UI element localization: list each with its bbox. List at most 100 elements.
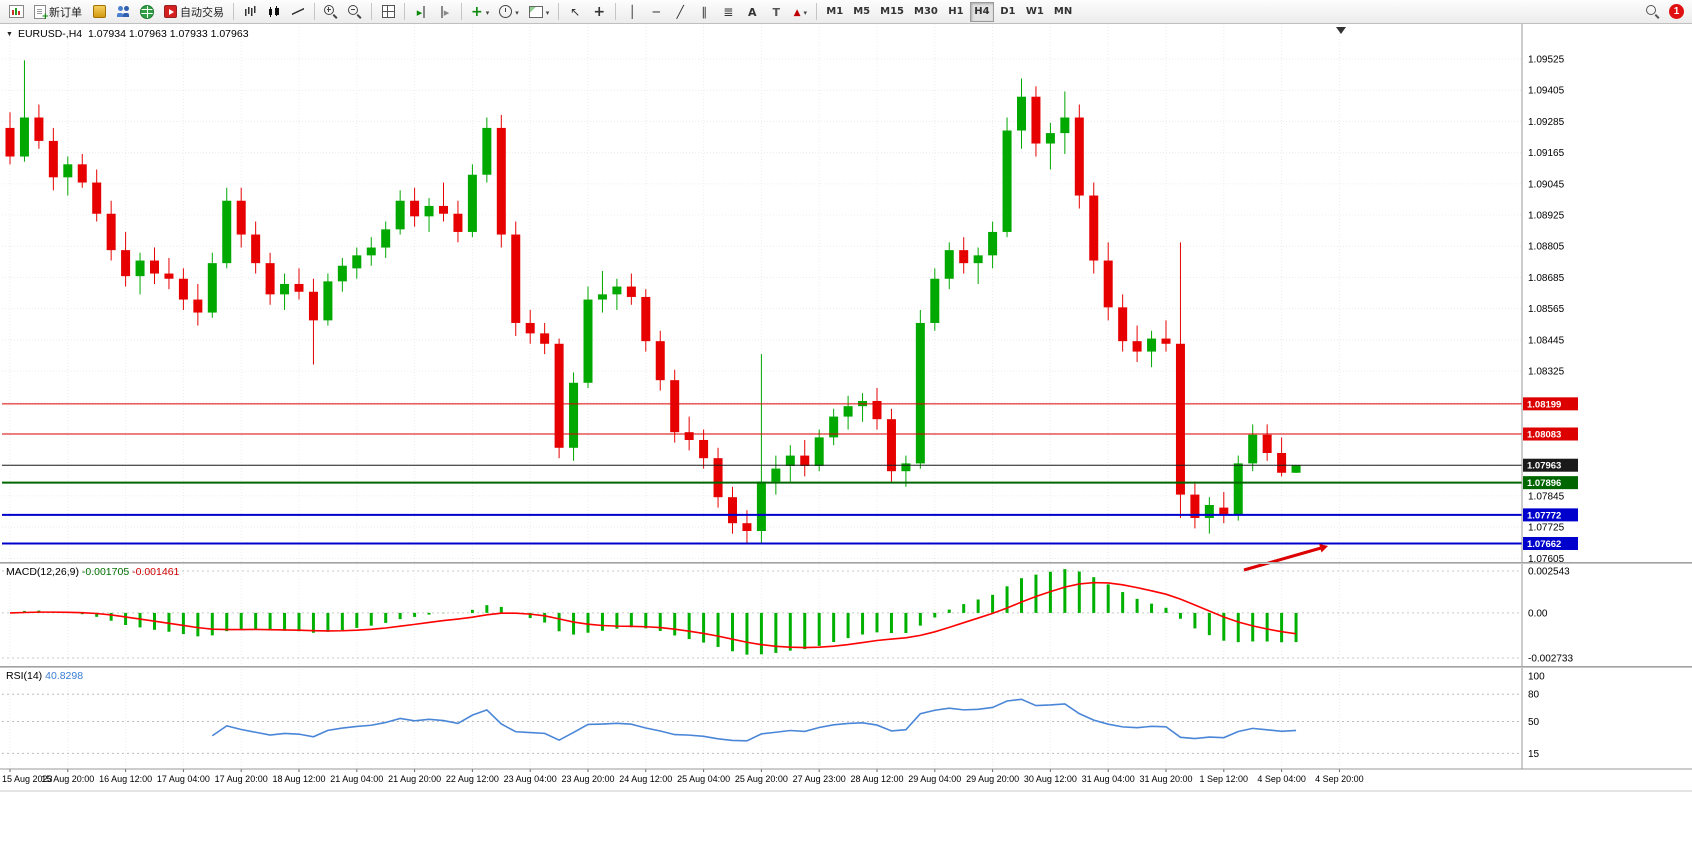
channel-button[interactable] bbox=[693, 2, 715, 22]
svg-text:27 Aug 23:00: 27 Aug 23:00 bbox=[793, 774, 846, 784]
svg-text:50: 50 bbox=[1528, 717, 1540, 728]
chart-bars-button[interactable] bbox=[239, 2, 261, 22]
dropdown-caret-icon bbox=[546, 5, 550, 18]
svg-text:1.07963: 1.07963 bbox=[1527, 461, 1561, 472]
timeframe-d1-button[interactable]: D1 bbox=[996, 2, 1020, 22]
svg-text:1.09165: 1.09165 bbox=[1528, 148, 1565, 159]
chart-shift-icon bbox=[440, 5, 450, 18]
zoom-out-button[interactable] bbox=[344, 2, 366, 22]
search-icon bbox=[1646, 4, 1660, 19]
svg-text:15 Aug 20:00: 15 Aug 20:00 bbox=[41, 774, 94, 784]
search-button[interactable] bbox=[1642, 2, 1664, 22]
svg-text:0.00: 0.00 bbox=[1528, 608, 1548, 619]
arrows-tool-button[interactable] bbox=[789, 2, 811, 22]
hlines-layer bbox=[2, 403, 1522, 545]
timeframe-w1-button[interactable]: W1 bbox=[1022, 2, 1048, 22]
timeframe-m1-button[interactable]: M1 bbox=[822, 2, 847, 22]
crosshair-button[interactable] bbox=[588, 2, 610, 22]
svg-text:17 Aug 20:00: 17 Aug 20:00 bbox=[215, 774, 268, 784]
timeframe-m5-button[interactable]: M5 bbox=[849, 2, 874, 22]
svg-text:15 Aug 2023: 15 Aug 2023 bbox=[2, 774, 53, 784]
macd-signal-value: -0.001461 bbox=[132, 566, 180, 578]
vertical-line-button[interactable] bbox=[621, 2, 643, 22]
timeframe-mn-button[interactable]: MN bbox=[1050, 2, 1076, 22]
toolbar-separator bbox=[558, 3, 560, 20]
new-chart-button[interactable] bbox=[5, 2, 28, 22]
market-watch-icon bbox=[92, 5, 106, 18]
chart-shift-button[interactable] bbox=[434, 2, 456, 22]
notification-badge[interactable]: 1 bbox=[1669, 4, 1684, 19]
web-button[interactable] bbox=[136, 2, 158, 22]
svg-text:4 Sep 20:00: 4 Sep 20:00 bbox=[1315, 774, 1364, 784]
svg-text:29 Aug 04:00: 29 Aug 04:00 bbox=[908, 774, 961, 784]
svg-text:1.07845: 1.07845 bbox=[1528, 491, 1565, 502]
community-button[interactable] bbox=[112, 2, 134, 22]
timeframe-h1-button[interactable]: H1 bbox=[944, 2, 968, 22]
dropdown-caret-icon bbox=[803, 5, 807, 18]
candlestick-icon bbox=[268, 5, 280, 18]
zoom-out-icon bbox=[348, 4, 362, 19]
toolbar-separator bbox=[615, 3, 617, 20]
auto-scroll-icon bbox=[417, 5, 426, 18]
zoom-in-button[interactable] bbox=[320, 2, 342, 22]
pane-separator-rsi[interactable] bbox=[0, 666, 1692, 668]
svg-text:1.08565: 1.08565 bbox=[1528, 304, 1565, 315]
svg-text:1.09525: 1.09525 bbox=[1528, 55, 1565, 66]
chart-candles-button[interactable] bbox=[263, 2, 285, 22]
cursor-button[interactable] bbox=[564, 2, 586, 22]
candles-layer bbox=[5, 60, 1301, 545]
horizontal-line-button[interactable] bbox=[645, 2, 667, 22]
timeframe-m15-button[interactable]: M15 bbox=[876, 2, 908, 22]
grid-layer bbox=[2, 24, 1522, 769]
channel-icon bbox=[701, 6, 707, 18]
one-click-trading-arrow-icon[interactable] bbox=[6, 28, 18, 40]
rsi-value: 40.8298 bbox=[45, 670, 84, 682]
rsi-layer: 100 80 50 15 bbox=[2, 672, 1545, 760]
svg-text:29 Aug 20:00: 29 Aug 20:00 bbox=[966, 774, 1019, 784]
templates-button[interactable] bbox=[525, 2, 554, 22]
indicators-button[interactable] bbox=[467, 2, 493, 22]
autotrading-icon bbox=[164, 5, 177, 18]
svg-text:1.08685: 1.08685 bbox=[1528, 273, 1565, 284]
dropdown-caret-icon bbox=[486, 5, 490, 18]
market-watch-button[interactable] bbox=[88, 2, 110, 22]
svg-text:21 Aug 20:00: 21 Aug 20:00 bbox=[388, 774, 441, 784]
svg-text:21 Aug 04:00: 21 Aug 04:00 bbox=[330, 774, 383, 784]
svg-text:30 Aug 12:00: 30 Aug 12:00 bbox=[1024, 774, 1077, 784]
tile-windows-icon bbox=[381, 5, 395, 18]
svg-text:1 Sep 12:00: 1 Sep 12:00 bbox=[1200, 774, 1249, 784]
toolbar: 新订单 自动交易 bbox=[0, 0, 1692, 24]
rsi-name-label: RSI(14) bbox=[6, 670, 43, 682]
rsi-title: RSI(14) 40.8298 bbox=[6, 670, 83, 682]
chart-title: EURUSD-,H4 1.07934 1.07963 1.07933 1.079… bbox=[6, 28, 249, 40]
new-order-button[interactable]: 新订单 bbox=[30, 2, 86, 22]
timeframe-m30-button[interactable]: M30 bbox=[910, 2, 942, 22]
trendline-button[interactable] bbox=[669, 2, 691, 22]
new-order-label: 新订单 bbox=[49, 5, 82, 19]
tile-windows-button[interactable] bbox=[377, 2, 399, 22]
chart-line-button[interactable] bbox=[287, 2, 309, 22]
svg-text:15: 15 bbox=[1528, 749, 1540, 760]
fibonacci-button[interactable] bbox=[717, 2, 739, 22]
svg-text:1.08925: 1.08925 bbox=[1528, 211, 1565, 222]
pane-separator-macd[interactable] bbox=[0, 562, 1692, 564]
timeframe-h4-button[interactable]: H4 bbox=[969, 1, 994, 22]
autotrading-button[interactable]: 自动交易 bbox=[160, 2, 228, 22]
toolbar-separator bbox=[404, 3, 405, 20]
macd-layer: 0.002543 0.00 -0.002733 bbox=[2, 566, 1573, 664]
crosshair-icon bbox=[593, 5, 605, 19]
auto-scroll-button[interactable] bbox=[410, 2, 432, 22]
toolbar-separator bbox=[461, 3, 462, 20]
text-tool-button[interactable] bbox=[741, 2, 763, 22]
svg-text:1.08199: 1.08199 bbox=[1527, 399, 1561, 410]
periods-button[interactable] bbox=[495, 2, 523, 22]
svg-text:22 Aug 12:00: 22 Aug 12:00 bbox=[446, 774, 499, 784]
fibonacci-icon bbox=[723, 6, 733, 18]
globe-icon bbox=[140, 4, 154, 19]
svg-text:16 Aug 12:00: 16 Aug 12:00 bbox=[99, 774, 152, 784]
svg-text:1.09405: 1.09405 bbox=[1528, 86, 1565, 97]
text-label-button[interactable] bbox=[765, 2, 787, 22]
svg-text:1.07896: 1.07896 bbox=[1527, 478, 1561, 489]
